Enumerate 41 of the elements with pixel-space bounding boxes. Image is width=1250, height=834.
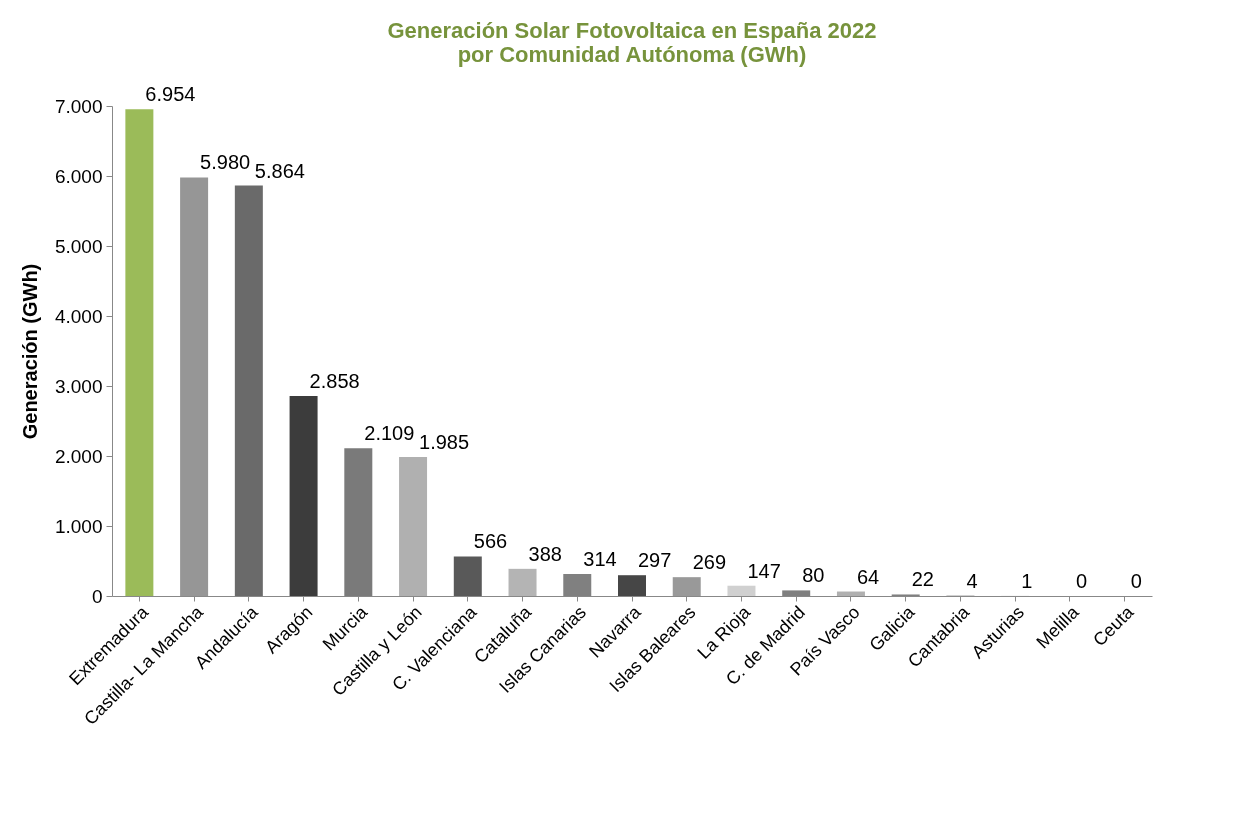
bar [672, 577, 701, 596]
data-label: 6.954 [145, 83, 196, 106]
data-label: 1 [1021, 569, 1033, 592]
y-tick-label: 5.000 [54, 235, 103, 257]
bar [508, 568, 537, 596]
data-label: 2.858 [309, 369, 360, 392]
data-label: 314 [583, 548, 617, 571]
data-label: 1.985 [419, 431, 470, 454]
bar [180, 177, 209, 596]
y-tick-label: 7.000 [54, 95, 103, 117]
data-label: 5.864 [254, 159, 305, 182]
chart-title: Generación Solar Fotovoltaica en España 2022 por Comunidad Autónoma (GWh) [387, 18, 877, 68]
data-label: 147 [747, 559, 781, 582]
bar [234, 185, 263, 596]
data-label: 64 [856, 565, 880, 588]
y-tick-label: 2.000 [54, 445, 103, 467]
data-label: 0 [1130, 570, 1142, 592]
bar [344, 448, 373, 596]
y-tick-label: 1.000 [54, 515, 103, 537]
y-tick-label: 4.000 [54, 305, 103, 327]
y-tick-label: 0 [91, 585, 103, 607]
data-label: 22 [911, 568, 934, 591]
y-axis-title: Generación (GWh) [18, 263, 41, 440]
data-label: 0 [1075, 570, 1088, 592]
y-tick-label: 6.000 [54, 165, 103, 187]
data-label: 297 [638, 549, 672, 572]
data-label: 2.109 [364, 422, 415, 445]
data-label: 80 [802, 564, 825, 587]
bar [453, 556, 482, 596]
y-tick-label: 3.000 [54, 375, 103, 397]
bar [399, 457, 428, 596]
bar [289, 395, 318, 596]
data-label: 566 [473, 530, 508, 553]
data-label: 388 [528, 542, 562, 565]
bar [836, 591, 865, 596]
bar [125, 109, 154, 596]
bar [618, 575, 646, 596]
data-label: 269 [692, 551, 727, 574]
bar [727, 585, 756, 596]
data-label: 4 [966, 569, 978, 592]
data-label: 5.980 [200, 151, 251, 174]
